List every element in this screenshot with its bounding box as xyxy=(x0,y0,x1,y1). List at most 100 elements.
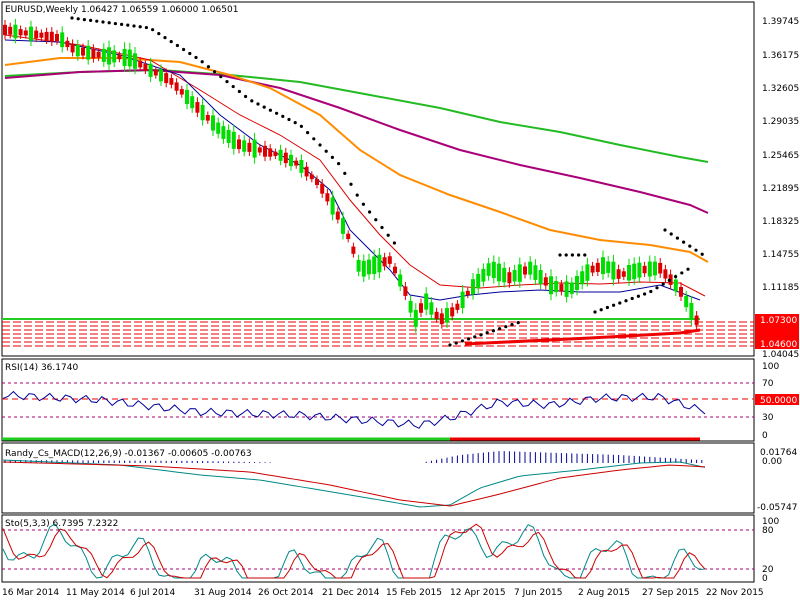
sar-dot xyxy=(200,60,204,64)
candle-body xyxy=(502,267,507,283)
price-tick: 1.39745 xyxy=(762,17,799,27)
candle-body xyxy=(268,148,273,157)
price-label-box xyxy=(755,314,799,325)
stochastic-panel[interactable]: Sto(5,3,3) 6.7395 7.2322 100 80 20 0 xyxy=(2,517,779,584)
sar-dot xyxy=(392,241,396,245)
candle-body xyxy=(351,246,356,254)
parabolic-sar-dots xyxy=(70,16,704,347)
sar-dot xyxy=(674,275,678,279)
candle-body xyxy=(205,115,210,121)
candle-body xyxy=(434,311,439,320)
rsi-header: RSI(14) 36.1740 xyxy=(5,363,78,373)
sar-dot xyxy=(132,24,136,28)
sar-dot xyxy=(244,94,248,99)
sar-dot xyxy=(467,337,471,341)
date-label: 31 Aug 2014 xyxy=(194,588,252,598)
candle-body xyxy=(471,279,475,295)
date-label: 12 Apr 2015 xyxy=(450,588,506,598)
red-trend-line xyxy=(464,328,701,346)
candle-body xyxy=(647,261,652,277)
sar-dot xyxy=(175,43,179,48)
sar-dot xyxy=(688,244,692,248)
candle-body xyxy=(684,295,689,308)
date-label: 11 May 2014 xyxy=(66,588,125,598)
macd-panel[interactable]: Randy_Cs_MACD(12,26,9) -0.01367 -0.00605… xyxy=(2,448,797,513)
candle-body xyxy=(673,279,678,292)
candle-body xyxy=(96,51,101,58)
candle-body xyxy=(689,302,694,320)
sar-dot xyxy=(151,28,155,32)
sar-dot xyxy=(680,271,684,275)
sar-dot xyxy=(275,111,279,115)
candle-body xyxy=(424,293,429,310)
sar-dot xyxy=(101,20,105,24)
sar-dot xyxy=(498,327,502,331)
sto-header: Sto(5,3,3) 6.7395 7.2322 xyxy=(5,519,118,529)
candle-body xyxy=(575,275,579,291)
candle-body xyxy=(601,257,605,275)
candle-body xyxy=(231,131,236,149)
candle-body xyxy=(658,262,663,274)
candle-body xyxy=(81,47,85,56)
sar-dot xyxy=(113,21,117,26)
rsi-panel[interactable]: RSI(14) 36.1740 100 70 30 0 50.0000 xyxy=(2,362,799,441)
candle-body xyxy=(221,126,226,139)
candle-body xyxy=(3,24,7,36)
price-tick: 1.36175 xyxy=(762,51,799,61)
sar-dot xyxy=(82,17,86,22)
candle-body xyxy=(278,149,283,161)
price-panel[interactable]: EURUSD,Weekly 1.06427 1.06559 1.06000 1.… xyxy=(2,5,754,347)
price-tick: 1.14755 xyxy=(762,250,799,260)
rsi-tick: 100 xyxy=(762,362,779,372)
sar-dot xyxy=(256,102,260,106)
date-label: 6 Jul 2014 xyxy=(130,588,175,598)
candle-body xyxy=(335,211,340,220)
price-axis[interactable]: 1.39745 1.36175 1.32605 1.29035 1.25465 … xyxy=(755,17,799,360)
price-tick: 1.32605 xyxy=(762,84,799,94)
candle-body xyxy=(445,308,449,323)
candle-body xyxy=(533,265,538,280)
sar-dot xyxy=(343,171,347,175)
candle-body xyxy=(632,263,637,280)
candle-body xyxy=(44,31,49,41)
candle-body xyxy=(23,30,28,36)
sar-dot xyxy=(485,331,489,335)
sar-dot xyxy=(479,333,483,337)
candle-body xyxy=(257,147,262,153)
date-label: 2 Aug 2015 xyxy=(578,588,630,598)
candle-body xyxy=(653,261,657,276)
macd-header: Randy_Cs_MACD(12,26,9) -0.01367 -0.00605… xyxy=(5,449,252,459)
sar-dot xyxy=(643,292,647,296)
time-axis[interactable]: 16 Mar 2014 11 May 2014 6 Jul 2014 31 Au… xyxy=(2,588,764,598)
candle-body xyxy=(242,140,247,152)
candle-body xyxy=(153,70,158,76)
sar-dot xyxy=(182,47,186,52)
rsi-tick: 0 xyxy=(762,431,768,441)
candle-body xyxy=(39,32,44,38)
sar-dot xyxy=(95,19,99,23)
candle-body xyxy=(122,48,127,67)
sar-dot xyxy=(126,23,130,27)
sar-dot xyxy=(618,301,622,305)
sar-dot xyxy=(593,310,597,314)
sto-tick: 100 xyxy=(762,517,779,527)
candle-body xyxy=(112,50,117,63)
sar-dot xyxy=(306,131,310,135)
candle-body xyxy=(543,277,548,286)
candle-body xyxy=(49,31,54,42)
rsi-tick: 70 xyxy=(762,379,774,389)
candle-body xyxy=(159,69,163,82)
sar-dot xyxy=(225,80,229,84)
candle-body xyxy=(211,115,215,131)
sar-dot xyxy=(120,22,124,26)
sar-dot xyxy=(76,17,80,21)
sar-dot xyxy=(655,286,659,290)
candle-body xyxy=(460,291,465,309)
candle-body xyxy=(491,261,496,278)
candle-body xyxy=(341,218,345,234)
ma-red-line xyxy=(4,34,706,297)
candle-body xyxy=(174,82,179,91)
candle-body xyxy=(580,271,585,285)
